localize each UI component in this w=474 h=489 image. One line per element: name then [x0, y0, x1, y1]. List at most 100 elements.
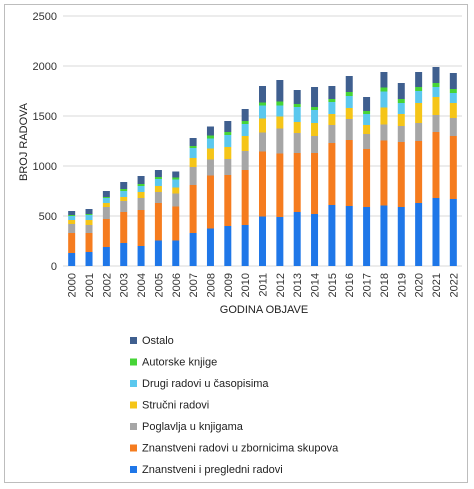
bar-segment — [432, 97, 440, 115]
bar-segment — [102, 197, 110, 198]
bar-segment — [68, 224, 76, 233]
bar-segment — [137, 198, 145, 210]
bar-segment — [206, 148, 214, 160]
y-axis-title: BROJ RADOVA — [18, 102, 30, 181]
bar-segment — [397, 114, 405, 126]
bar-segment — [206, 228, 214, 266]
legend-label: Znanstveni radovi u zbornicima skupova — [142, 443, 339, 455]
x-tick-label: 2015 — [327, 273, 339, 297]
bar-segment — [397, 83, 405, 99]
bar-segment — [68, 215, 76, 216]
bar-segment — [363, 134, 371, 149]
bar-segment — [449, 103, 457, 118]
bar-segment — [154, 203, 162, 241]
bar-segment — [328, 86, 336, 99]
bar-segment — [397, 99, 405, 103]
y-tick-label: 1500 — [33, 111, 57, 123]
bar-segment — [276, 217, 284, 266]
bar-segment — [85, 215, 93, 220]
legend-label: Drugi radovi u časopisima — [142, 378, 269, 390]
x-tick-label: 2004 — [136, 273, 148, 297]
bar-segment — [276, 105, 284, 117]
bar-segment — [241, 225, 249, 266]
bar-segment — [449, 136, 457, 199]
y-tick-label: 0 — [51, 261, 57, 273]
bar-segment — [276, 128, 284, 154]
x-tick-label: 2006 — [171, 273, 183, 297]
bar-segment — [415, 91, 423, 103]
legend-swatch — [130, 358, 137, 366]
x-tick-label: 2018 — [379, 273, 391, 297]
bar-segment — [224, 135, 232, 147]
bar-segment — [311, 153, 319, 214]
bar-segment — [224, 147, 232, 159]
bar-segment — [328, 99, 336, 102]
bar-segment — [259, 132, 266, 152]
bar-segment — [120, 189, 128, 191]
bar-segment — [363, 114, 371, 125]
bar-segment — [189, 146, 197, 148]
x-tick-label: 2012 — [275, 273, 287, 297]
bar-segment — [311, 136, 319, 153]
bar-segment — [189, 167, 197, 185]
bar-segment — [363, 97, 371, 111]
bar-segment — [415, 103, 423, 123]
bar-segment — [154, 177, 162, 179]
x-tick-label: 2020 — [414, 273, 426, 297]
legend-swatch — [130, 401, 137, 409]
bar-segment — [311, 107, 319, 110]
bar-segment — [102, 191, 110, 197]
bar-segment — [432, 87, 440, 97]
bar-segment — [345, 206, 353, 266]
x-axis-title: GODINA OBJAVE — [220, 304, 308, 316]
bar-segment — [328, 143, 336, 205]
bar-segment — [345, 140, 353, 206]
y-tick-label: 1000 — [33, 161, 57, 173]
x-tick-label: 2013 — [292, 273, 304, 297]
bar-segment — [311, 214, 319, 266]
bar-segment — [311, 110, 319, 123]
bar-segment — [259, 102, 266, 106]
legend-swatch — [130, 466, 137, 473]
bar-segment — [85, 225, 93, 233]
x-tick-label: 2001 — [84, 273, 96, 297]
bar-segment — [449, 73, 457, 89]
x-tick-label: 2022 — [448, 273, 460, 297]
bar-segment — [293, 133, 301, 153]
legend-swatch — [130, 444, 137, 452]
legend-label: Autorske knjige — [142, 357, 217, 369]
bar-segment — [449, 199, 457, 266]
bar-segment — [137, 192, 145, 198]
bar-segment — [276, 153, 284, 217]
x-tick-label: 2016 — [344, 273, 356, 297]
bar-segment — [293, 107, 301, 122]
bar-segment — [363, 149, 371, 207]
legend-swatch — [130, 337, 137, 344]
bar-segment — [154, 179, 162, 186]
bar-segment — [85, 209, 93, 214]
bar-segment — [380, 91, 388, 108]
bar-segment — [224, 226, 232, 266]
bars — [68, 67, 457, 266]
bar-segment — [189, 233, 197, 266]
bar-segment — [345, 96, 353, 108]
bar-segment — [293, 122, 301, 133]
bar-segment — [241, 124, 249, 136]
bar-segment — [259, 105, 266, 119]
bar-segment — [449, 118, 457, 136]
x-tick-label: 2003 — [119, 273, 131, 297]
bar-segment — [189, 185, 197, 233]
bar-segment — [120, 201, 128, 212]
x-tick-label: 2005 — [153, 273, 165, 297]
legend-swatch — [130, 380, 137, 387]
bar-segment — [137, 186, 145, 192]
bar-segment — [224, 175, 232, 226]
x-tick-label: 2019 — [396, 273, 408, 297]
bar-segment — [189, 158, 197, 167]
bar-segment — [137, 210, 145, 246]
bar-segment — [363, 207, 371, 266]
bar-segment — [432, 115, 440, 132]
x-tick-label: 2010 — [240, 273, 252, 297]
bar-segment — [172, 240, 180, 266]
